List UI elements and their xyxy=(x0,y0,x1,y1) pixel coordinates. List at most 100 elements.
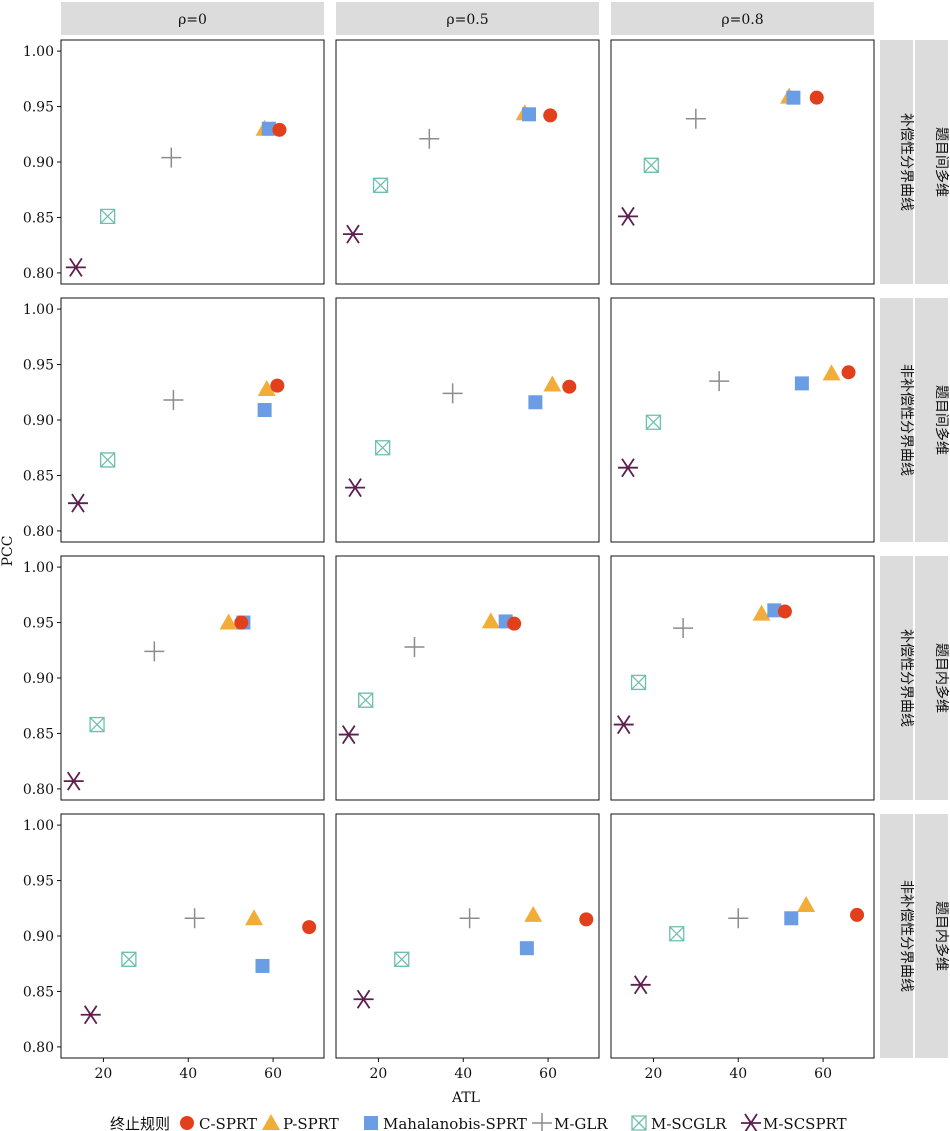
point-m-glr xyxy=(404,636,425,657)
x-tick-label: 40 xyxy=(179,1066,197,1082)
y-tick-label: 0.85 xyxy=(23,468,54,484)
point-mahalanobis-sprt xyxy=(528,395,543,410)
point-c-sprt xyxy=(562,379,577,394)
row-strip-a xyxy=(880,556,913,800)
column-strip xyxy=(336,2,599,35)
x-tick-label: 20 xyxy=(645,1066,663,1082)
panel-frame xyxy=(335,39,600,285)
point-m-glr xyxy=(685,108,706,129)
point-m-glr xyxy=(161,147,182,168)
y-tick-label: 1.00 xyxy=(23,818,54,834)
x-tick-label: 60 xyxy=(264,1066,282,1082)
point-m-scsprt xyxy=(345,478,366,498)
point-m-glr xyxy=(532,1113,552,1131)
point-m-glr xyxy=(419,128,440,149)
point-m-scsprt xyxy=(80,1005,101,1025)
point-p-sprt xyxy=(524,905,543,922)
point-mahalanobis-sprt xyxy=(522,107,537,122)
axes: 0.80 0.85 0.90 0.95 1.00 0.80 0.85 0.90 0.95 1.00… xyxy=(23,44,832,1082)
panel-frame xyxy=(335,813,600,1059)
y-tick-label: 0.80 xyxy=(23,782,54,798)
y-tick-label: 0.85 xyxy=(23,210,54,226)
panel-frame xyxy=(60,555,325,801)
point-m-scsprt xyxy=(617,458,638,478)
point-c-sprt xyxy=(234,615,249,630)
point-m-scglr xyxy=(645,414,662,430)
point-m-scsprt xyxy=(630,975,651,995)
panel-r0-c2 xyxy=(610,39,875,285)
panel-frame xyxy=(60,813,325,1059)
panel-r2-c0 xyxy=(60,555,325,801)
point-m-scglr xyxy=(375,440,391,456)
point-m-scsprt xyxy=(353,989,374,1009)
point-m-glr xyxy=(709,371,730,392)
column-strip-label: ρ=0.5 xyxy=(446,12,488,28)
column-strip xyxy=(61,2,324,35)
panel-frame xyxy=(335,555,600,801)
point-c-sprt xyxy=(579,912,594,927)
legend-item-label: Mahalanobis-SPRT xyxy=(383,1115,527,1131)
panel-r2-c1 xyxy=(335,555,600,801)
point-m-scsprt xyxy=(63,771,84,791)
row-strip-a xyxy=(880,40,913,284)
point-m-scglr xyxy=(100,208,116,224)
point-m-scglr xyxy=(121,951,137,967)
point-mahalanobis-sprt xyxy=(767,603,782,618)
panel-r1-c2 xyxy=(610,297,875,543)
row-strip-label-b: 题目内多维 xyxy=(933,901,950,971)
point-c-sprt xyxy=(809,90,824,105)
legend-item-label: C-SPRT xyxy=(199,1115,257,1131)
legend-item-c-sprt: C-SPRT xyxy=(180,1115,257,1131)
point-c-sprt xyxy=(507,616,522,631)
panel-r0-c1 xyxy=(335,39,600,285)
point-m-scglr xyxy=(631,1115,647,1131)
y-tick-label: 0.90 xyxy=(23,929,54,945)
y-tick-label: 0.80 xyxy=(23,524,54,540)
x-tick-label: 60 xyxy=(539,1066,557,1082)
legend-title: 终止规则 xyxy=(110,1115,170,1131)
point-mahalanobis-sprt xyxy=(255,958,270,973)
panel-r2-c2 xyxy=(610,555,875,801)
row-strip-label-b: 题目间多维 xyxy=(933,127,950,197)
point-mahalanobis-sprt xyxy=(364,1116,378,1130)
y-tick-label: 0.90 xyxy=(23,671,54,687)
facet-panels xyxy=(60,39,875,1059)
point-p-sprt xyxy=(797,895,816,912)
point-m-scsprt xyxy=(338,725,359,745)
point-m-scsprt xyxy=(617,206,638,226)
y-tick-label: 1.00 xyxy=(23,560,54,576)
point-c-sprt xyxy=(180,1116,194,1130)
point-m-glr xyxy=(442,383,463,404)
point-m-scglr xyxy=(372,177,389,193)
legend-item-label: M-SCSPRT xyxy=(763,1115,847,1131)
row-strip-label-a: 补偿性分界曲线 xyxy=(898,113,914,211)
row-strip-b xyxy=(915,298,948,542)
row-strip-b xyxy=(915,814,948,1058)
y-tick-label: 0.95 xyxy=(23,100,54,116)
y-tick-label: 1.00 xyxy=(23,44,54,60)
legend-item-label: M-SCGLR xyxy=(651,1115,727,1131)
row-strip-label-a: 非补偿性分界曲线 xyxy=(898,364,914,476)
panel-frame xyxy=(60,39,325,285)
row-strip-a xyxy=(880,814,913,1058)
point-m-scglr xyxy=(630,674,647,691)
panel-r1-c1 xyxy=(335,297,600,543)
point-p-sprt xyxy=(262,1114,280,1130)
row-strip-label-a: 补偿性分界曲线 xyxy=(898,629,914,727)
point-c-sprt xyxy=(272,122,287,137)
legend-item-label: M-GLR xyxy=(554,1115,608,1131)
point-m-scglr xyxy=(358,692,374,708)
x-axis-title: ATL xyxy=(451,1090,480,1106)
panel-frame xyxy=(610,39,875,285)
point-m-scglr xyxy=(100,452,116,468)
point-m-glr xyxy=(184,908,205,929)
panel-frame xyxy=(610,555,875,801)
panel-r0-c0 xyxy=(60,39,325,285)
x-tick-label: 40 xyxy=(454,1066,472,1082)
row-strip-label-a: 非补偿性分界曲线 xyxy=(898,880,914,992)
y-tick-label: 1.00 xyxy=(23,302,54,318)
column-strip-label: ρ=0.8 xyxy=(721,12,763,28)
panel-r3-c2 xyxy=(610,813,875,1059)
row-strip-a xyxy=(880,298,913,542)
row-strip-b xyxy=(915,556,948,800)
